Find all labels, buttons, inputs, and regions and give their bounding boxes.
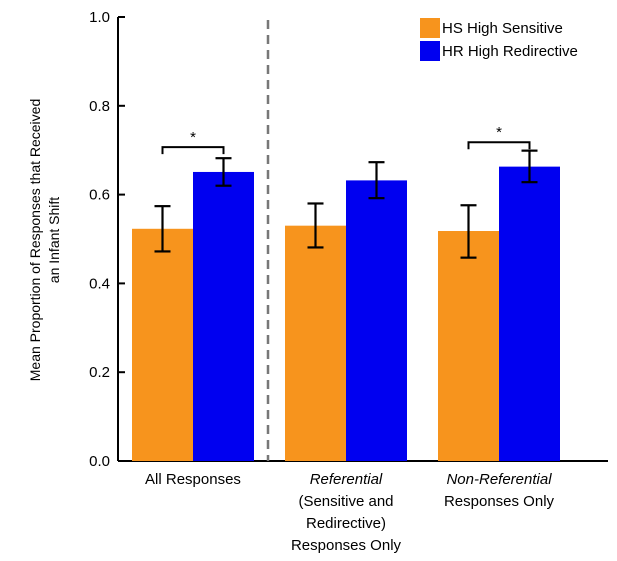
y-tick-label: 0.6: [89, 187, 110, 204]
category-labels: All Responses Referential (Sensitive and Re…: [145, 471, 554, 554]
legend-swatch: [420, 41, 440, 61]
y-axis-title-line: Mean Proportion of Responses that Receiv…: [27, 99, 43, 382]
bars: [132, 166, 560, 462]
y-axis-label: Mean Proportion of Responses that Receiv…: [27, 99, 62, 382]
legend: HS High Sensitive HR High Redirective: [420, 18, 578, 61]
error-bar: [521, 149, 538, 184]
y-tick-label: 0.2: [89, 364, 110, 381]
error-bars: [154, 149, 538, 259]
error-bar: [307, 202, 324, 249]
y-axis-title: Mean Proportion of Responses that Receiv…: [27, 99, 62, 382]
bar: [132, 228, 193, 461]
category-label: Redirective): [306, 515, 386, 532]
error-bar: [215, 157, 232, 187]
legend-label: HS High Sensitive: [442, 20, 563, 37]
bar: [285, 225, 346, 461]
bar: [499, 166, 560, 462]
category-label: Responses Only: [291, 537, 402, 554]
y-axis-title-line: an Infant Shift: [46, 197, 62, 284]
significance-bracket: [161, 146, 225, 155]
bar: [346, 180, 407, 461]
error-bar: [368, 161, 385, 200]
error-bar: [154, 205, 171, 253]
legend-swatch: [420, 18, 440, 38]
y-tick-label: 0.0: [89, 453, 110, 470]
category-label: All Responses: [145, 471, 241, 488]
error-bar: [460, 204, 477, 259]
category-label: (Sensitive and: [298, 493, 393, 510]
category-label: Non-Referential: [446, 471, 552, 488]
bar: [438, 231, 499, 461]
bar: [193, 171, 254, 461]
y-tick-label: 1.0: [89, 9, 110, 26]
significance-star: *: [496, 124, 502, 141]
bracket-line: [467, 141, 531, 150]
category-label: Referential: [310, 471, 383, 488]
bracket-line: [161, 146, 225, 155]
significance-star: *: [190, 129, 196, 146]
legend-label: HR High Redirective: [442, 43, 578, 60]
category-label: Responses Only: [444, 493, 555, 510]
y-tick-label: 0.4: [89, 275, 110, 292]
significance-bracket: [467, 141, 531, 150]
y-tick-label: 0.8: [89, 98, 110, 115]
significance-markers: * *: [161, 124, 531, 155]
